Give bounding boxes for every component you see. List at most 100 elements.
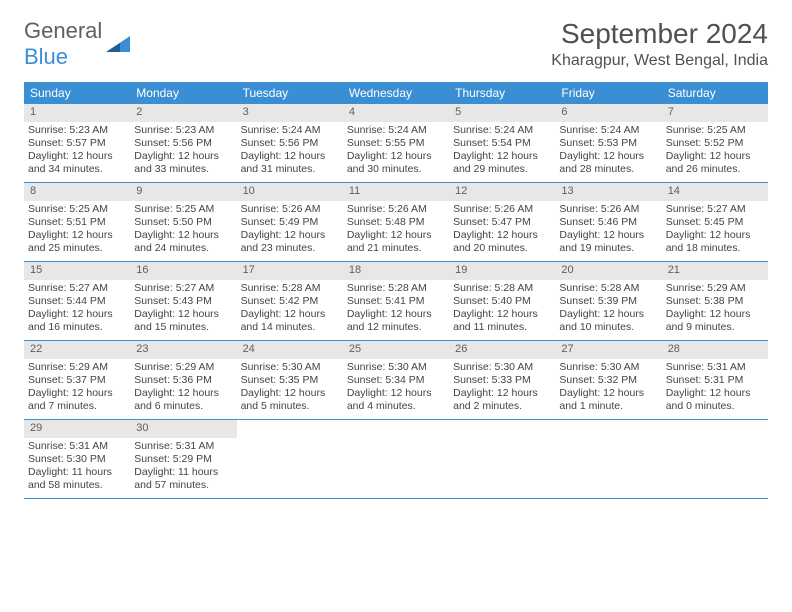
d1-line: Daylight: 12 hours [241, 150, 339, 163]
day-number: 11 [343, 183, 449, 201]
d1-line: Daylight: 12 hours [453, 308, 551, 321]
sunset-line: Sunset: 5:51 PM [28, 216, 126, 229]
day-cell: 15Sunrise: 5:27 AMSunset: 5:44 PMDayligh… [24, 262, 130, 340]
day-cell: 12Sunrise: 5:26 AMSunset: 5:47 PMDayligh… [449, 183, 555, 261]
day-body: Sunrise: 5:25 AMSunset: 5:51 PMDaylight:… [24, 203, 130, 258]
day-number: 18 [343, 262, 449, 280]
d2-line: and 0 minutes. [666, 400, 764, 413]
day-number: 24 [237, 341, 343, 359]
day-number: 29 [24, 420, 130, 438]
sunrise-line: Sunrise: 5:24 AM [453, 124, 551, 137]
day-number: 15 [24, 262, 130, 280]
sunrise-line: Sunrise: 5:26 AM [241, 203, 339, 216]
d2-line: and 5 minutes. [241, 400, 339, 413]
weekday-header: Thursday [449, 82, 555, 104]
day-cell: 10Sunrise: 5:26 AMSunset: 5:49 PMDayligh… [237, 183, 343, 261]
d2-line: and 14 minutes. [241, 321, 339, 334]
day-cell: 11 Sunrise: 5:26 AMSunset: 5:48 PMDayligh… [343, 183, 449, 261]
d2-line: and 7 minutes. [28, 400, 126, 413]
sunset-line: Sunset: 5:39 PM [559, 295, 657, 308]
day-number: 6 [555, 104, 661, 122]
sunset-line: Sunset: 5:42 PM [241, 295, 339, 308]
sunrise-line: Sunrise: 5:24 AM [347, 124, 445, 137]
day-number: 1 [24, 104, 130, 122]
d2-line: and 34 minutes. [28, 163, 126, 176]
d1-line: Daylight: 12 hours [28, 150, 126, 163]
sunset-line: Sunset: 5:33 PM [453, 374, 551, 387]
day-body: Sunrise: 5:31 AMSunset: 5:30 PMDaylight:… [24, 440, 130, 495]
blank-cell [449, 420, 555, 498]
d2-line: and 58 minutes. [28, 479, 126, 492]
day-number: 20 [555, 262, 661, 280]
day-number: 10 [237, 183, 343, 201]
sunrise-line: Sunrise: 5:28 AM [559, 282, 657, 295]
day-cell: 26 Sunrise: 5:30 AMSunset: 5:33 PMDayligh… [449, 341, 555, 419]
day-body: Sunrise: 5:29 AMSunset: 5:38 PMDaylight:… [662, 282, 768, 337]
sunrise-line: Sunrise: 5:31 AM [134, 440, 232, 453]
day-body: Sunrise: 5:24 AMSunset: 5:54 PMDaylight:… [449, 124, 555, 179]
day-number: 8 [24, 183, 130, 201]
d2-line: and 31 minutes. [241, 163, 339, 176]
day-body: Sunrise: 5:30 AMSunset: 5:32 PMDaylight:… [555, 361, 661, 416]
weekday-header: Friday [555, 82, 661, 104]
day-body: Sunrise: 5:26 AMSunset: 5:48 PMDaylight:… [343, 203, 449, 258]
d1-line: Daylight: 12 hours [28, 229, 126, 242]
sunrise-line: Sunrise: 5:26 AM [453, 203, 551, 216]
sunset-line: Sunset: 5:38 PM [666, 295, 764, 308]
d2-line: and 30 minutes. [347, 163, 445, 176]
day-body: Sunrise: 5:30 AMSunset: 5:34 PMDaylight:… [343, 361, 449, 416]
day-number: 26 [449, 341, 555, 359]
sunrise-line: Sunrise: 5:28 AM [347, 282, 445, 295]
sunset-line: Sunset: 5:36 PM [134, 374, 232, 387]
day-number: 22 [24, 341, 130, 359]
day-cell: 23Sunrise: 5:29 AMSunset: 5:36 PMDayligh… [130, 341, 236, 419]
weeks: 1 Sunrise: 5:23 AMSunset: 5:57 PMDaylight… [24, 104, 768, 499]
sunrise-line: Sunrise: 5:30 AM [559, 361, 657, 374]
sunrise-line: Sunrise: 5:23 AM [28, 124, 126, 137]
sunset-line: Sunset: 5:29 PM [134, 453, 232, 466]
day-cell: 30Sunrise: 5:31 AMSunset: 5:29 PMDayligh… [130, 420, 236, 498]
d1-line: Daylight: 12 hours [559, 229, 657, 242]
blank-cell [343, 420, 449, 498]
d2-line: and 25 minutes. [28, 242, 126, 255]
day-cell: 18Sunrise: 5:28 AMSunset: 5:41 PMDayligh… [343, 262, 449, 340]
d2-line: and 2 minutes. [453, 400, 551, 413]
sunrise-line: Sunrise: 5:28 AM [241, 282, 339, 295]
sunset-line: Sunset: 5:55 PM [347, 137, 445, 150]
d2-line: and 11 minutes. [453, 321, 551, 334]
logo-triangle-icon [106, 36, 130, 52]
d2-line: and 26 minutes. [666, 163, 764, 176]
day-number: 16 [130, 262, 236, 280]
d1-line: Daylight: 12 hours [666, 387, 764, 400]
d2-line: and 1 minute. [559, 400, 657, 413]
day-cell: 29 Sunrise: 5:31 AMSunset: 5:30 PMDayligh… [24, 420, 130, 498]
sunset-line: Sunset: 5:41 PM [347, 295, 445, 308]
d1-line: Daylight: 12 hours [134, 387, 232, 400]
sunset-line: Sunset: 5:56 PM [241, 137, 339, 150]
d1-line: Daylight: 12 hours [453, 150, 551, 163]
day-body: Sunrise: 5:30 AMSunset: 5:33 PMDaylight:… [449, 361, 555, 416]
weekday-header: Wednesday [343, 82, 449, 104]
calendar: SundayMondayTuesdayWednesdayThursdayFrid… [24, 82, 768, 499]
d1-line: Daylight: 12 hours [666, 150, 764, 163]
sunset-line: Sunset: 5:48 PM [347, 216, 445, 229]
sunrise-line: Sunrise: 5:31 AM [28, 440, 126, 453]
d2-line: and 23 minutes. [241, 242, 339, 255]
day-cell: 8 Sunrise: 5:25 AMSunset: 5:51 PMDaylight… [24, 183, 130, 261]
d1-line: Daylight: 12 hours [347, 387, 445, 400]
day-body: Sunrise: 5:23 AMSunset: 5:57 PMDaylight:… [24, 124, 130, 179]
d1-line: Daylight: 12 hours [559, 387, 657, 400]
d1-line: Daylight: 12 hours [559, 150, 657, 163]
d1-line: Daylight: 12 hours [134, 150, 232, 163]
blank-cell [237, 420, 343, 498]
d1-line: Daylight: 12 hours [241, 308, 339, 321]
day-body: Sunrise: 5:25 AMSunset: 5:50 PMDaylight:… [130, 203, 236, 258]
day-cell: 5Sunrise: 5:24 AMSunset: 5:54 PMDaylight… [449, 104, 555, 182]
sunrise-line: Sunrise: 5:31 AM [666, 361, 764, 374]
sunrise-line: Sunrise: 5:24 AM [559, 124, 657, 137]
day-body: Sunrise: 5:25 AMSunset: 5:52 PMDaylight:… [662, 124, 768, 179]
sunrise-line: Sunrise: 5:27 AM [134, 282, 232, 295]
sunset-line: Sunset: 5:40 PM [453, 295, 551, 308]
d2-line: and 18 minutes. [666, 242, 764, 255]
sunrise-line: Sunrise: 5:27 AM [666, 203, 764, 216]
